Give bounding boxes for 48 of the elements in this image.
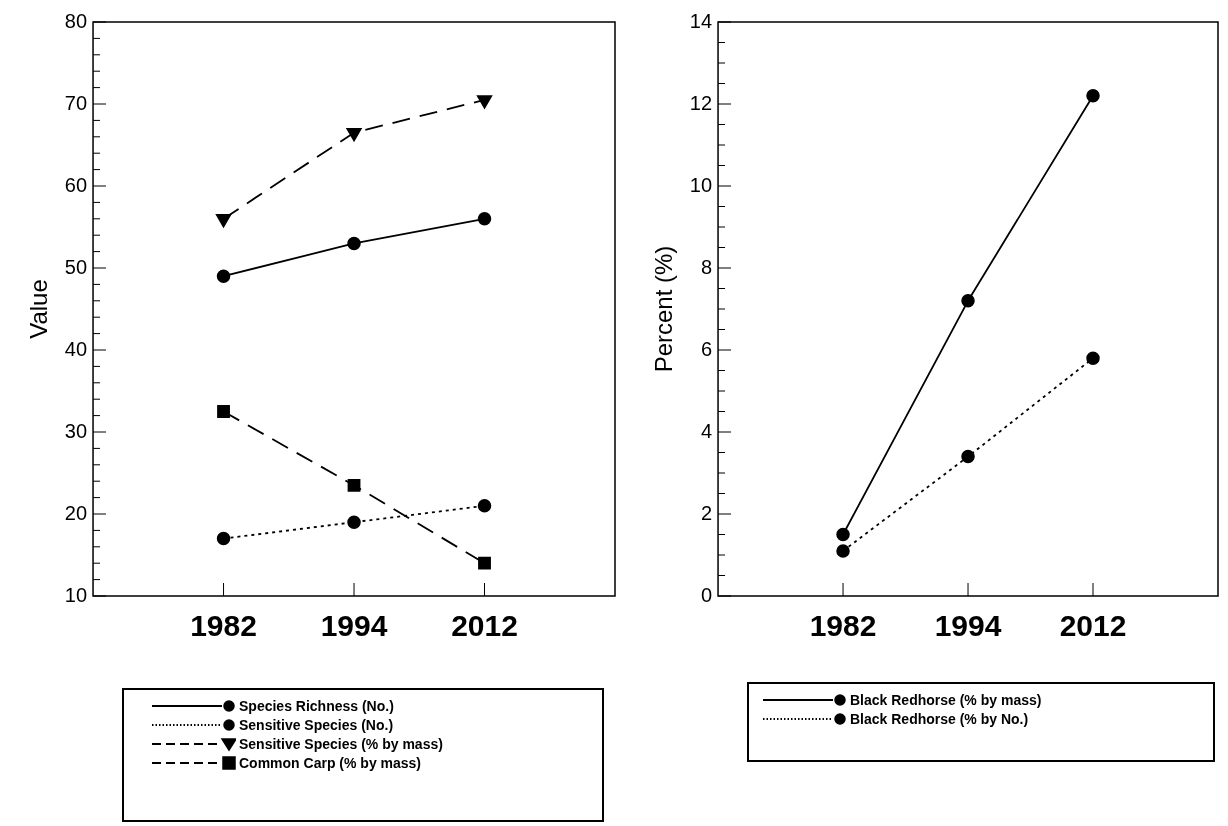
y-axis-title: Value xyxy=(25,279,53,339)
point xyxy=(961,294,975,308)
point xyxy=(1086,351,1100,365)
point xyxy=(1086,89,1100,103)
x-tick-label: 2012 xyxy=(451,609,518,643)
y-tick-label: 50 xyxy=(64,255,88,278)
legend-label: Common Carp (% by mass) xyxy=(239,754,422,771)
point xyxy=(836,544,850,558)
legend-label: Sensitive Species (% by mass) xyxy=(239,735,443,752)
point xyxy=(346,127,362,142)
point xyxy=(347,515,361,529)
point xyxy=(478,556,491,570)
y-tick-label: 60 xyxy=(64,173,88,196)
y-tick-label: 40 xyxy=(64,337,88,360)
point xyxy=(217,405,230,418)
y-tick-label: 0 xyxy=(700,583,713,606)
y-tick-label: 2 xyxy=(700,501,713,524)
x-tick-label: 2012 xyxy=(1059,609,1127,643)
legend-label: Black Redhorse (% by mass) xyxy=(850,691,1042,708)
point xyxy=(347,478,361,492)
y-axis-title: Percent (%) xyxy=(650,245,678,373)
y-tick-label: 8 xyxy=(700,255,713,278)
legend-label: Sensitive Species (No.) xyxy=(239,716,394,733)
x-tick-label: 1982 xyxy=(809,609,877,643)
point xyxy=(215,214,232,228)
y-tick-label: 14 xyxy=(689,9,713,32)
point xyxy=(347,236,361,251)
y-tick-label: 30 xyxy=(64,419,88,442)
point xyxy=(836,527,850,542)
y-tick-label: 4 xyxy=(700,419,713,442)
point xyxy=(216,269,231,283)
x-tick-label: 1994 xyxy=(934,609,1002,643)
legend-label: Species Richness (No.) xyxy=(239,697,394,714)
point xyxy=(476,95,493,109)
point xyxy=(216,531,231,546)
y-tick-label: 70 xyxy=(64,91,88,114)
x-tick-label: 1982 xyxy=(190,609,257,643)
point xyxy=(961,449,975,464)
y-tick-label: 20 xyxy=(64,501,88,524)
legend-label: Black Redhorse (% by No.) xyxy=(850,710,1029,727)
y-tick-label: 6 xyxy=(700,337,713,360)
x-tick-label: 1994 xyxy=(320,609,388,643)
y-tick-label: 10 xyxy=(689,173,713,196)
point xyxy=(477,499,492,513)
y-tick-label: 10 xyxy=(64,583,88,606)
y-tick-label: 80 xyxy=(64,9,88,32)
y-tick-label: 12 xyxy=(689,91,713,114)
point xyxy=(477,212,492,226)
